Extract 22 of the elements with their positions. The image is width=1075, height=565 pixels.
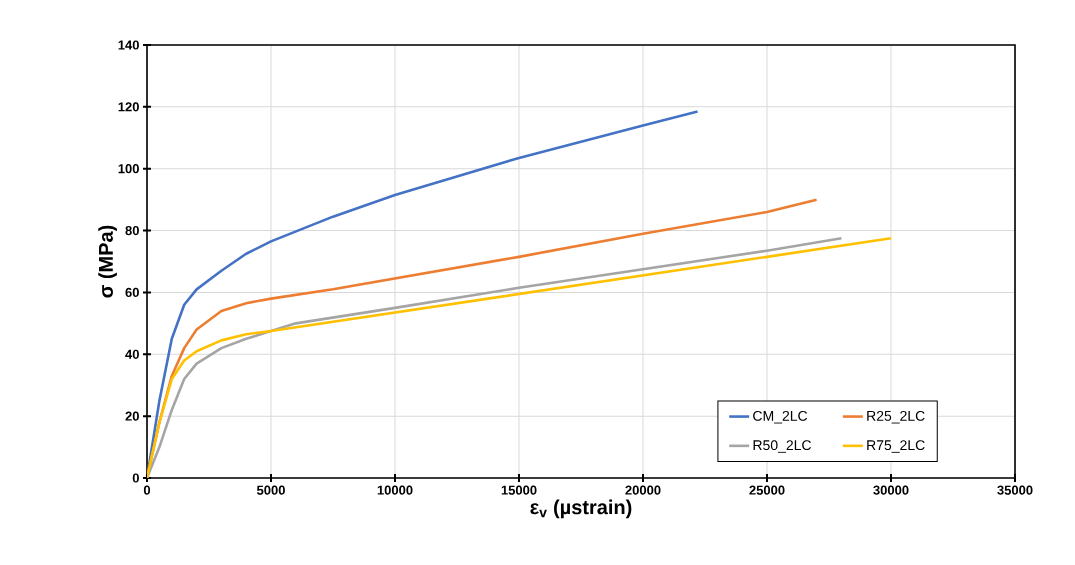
y-tick-label: 0	[132, 473, 139, 483]
x-tick-label: 35000	[997, 485, 1033, 495]
x-tick-label: 5000	[256, 485, 285, 495]
x-tick-label: 15000	[501, 485, 537, 495]
legend-label: R25_2LC	[867, 410, 925, 424]
y-tick-label: 20	[125, 411, 139, 421]
legend-label: CM_2LC	[753, 410, 808, 424]
y-tick-label: 120	[118, 102, 139, 112]
x-tick-label: 20000	[625, 485, 661, 495]
y-tick-label: 100	[118, 164, 139, 174]
x-tick-label: 25000	[749, 485, 785, 495]
y-axis-title: σ (MPa)	[98, 225, 117, 298]
y-tick-label: 80	[125, 225, 139, 236]
legend-label: R50_2LC	[753, 440, 812, 453]
legend-label: R75_2LC	[867, 440, 925, 453]
y-tick-label: 60	[125, 287, 139, 298]
x-tick-label: 10000	[377, 485, 413, 495]
x-tick-label: 0	[143, 485, 151, 495]
x-axis-title: ε$_{v}$ (µstrain)	[530, 499, 632, 519]
y-tick-label: 40	[125, 349, 139, 359]
y-tick-label: 140	[118, 40, 139, 50]
x-tick-label: 30000	[873, 485, 909, 495]
